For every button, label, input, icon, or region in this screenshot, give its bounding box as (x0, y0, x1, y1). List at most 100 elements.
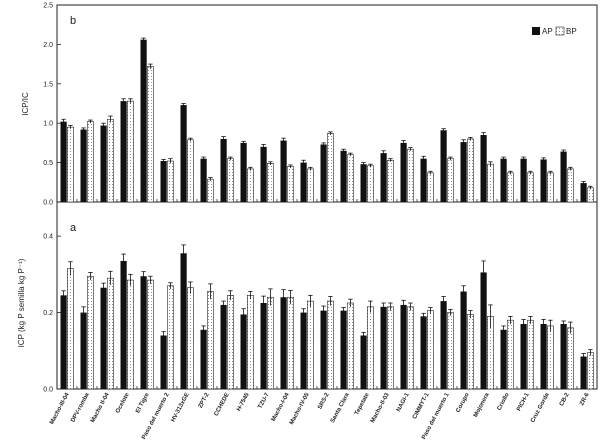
bar-a-bp (266, 296, 274, 390)
bar-a-ap (380, 306, 387, 389)
bar-a-ap (320, 310, 327, 389)
bar-a-ap (340, 310, 347, 389)
y-tick-label-b: 0.0 (43, 200, 53, 207)
x-tick-label: SRS-2 (317, 392, 331, 411)
bar-a-ap (100, 287, 107, 389)
bar-b-ap (500, 158, 507, 202)
bar-b-ap (80, 129, 87, 202)
bar-a-bp (127, 279, 134, 390)
bar-a-ap (560, 324, 567, 389)
y-tick-label-b: 1.0 (43, 121, 53, 128)
bar-b-ap (60, 121, 67, 202)
bar-b-bp (546, 172, 554, 203)
bar-b-ap (420, 158, 427, 202)
bar-a-bp (286, 296, 294, 390)
bar-b-ap (540, 159, 547, 202)
panel-label-b: b (70, 15, 76, 27)
bar-b-bp (207, 178, 214, 203)
x-tick-label: HV-313xGE (170, 392, 190, 423)
bar-a-bp (506, 319, 514, 390)
bar-b-bp (127, 100, 134, 203)
bar-a-bp (326, 300, 334, 390)
x-tick-label: Macho II-04 (90, 392, 111, 424)
bar-b-bp (506, 172, 514, 203)
bar-b-bp (326, 133, 334, 203)
bar-b-bp (167, 160, 174, 203)
bar-b-ap (380, 153, 387, 202)
legend-swatch-bp (555, 26, 565, 36)
y-axis-label-b: ICP/IC (21, 92, 30, 116)
bar-a-ap (180, 253, 187, 389)
bar-a-bp (107, 277, 114, 390)
x-tick-label: Tepetate (354, 392, 371, 417)
bar-a-ap (200, 329, 207, 389)
bar-b-ap (160, 161, 167, 202)
bar-a-bp (566, 327, 574, 390)
legend-label-ap: AP (542, 27, 553, 36)
bar-b-ap (320, 144, 327, 202)
y-tick-label-a: 0.0 (43, 387, 53, 394)
bar-a-ap (540, 324, 547, 389)
bar-a-bp (546, 325, 554, 390)
bar-a-ap (280, 297, 287, 389)
x-tick-label: PICH-1 (516, 392, 531, 413)
bar-b-bp (446, 158, 454, 203)
x-tick-label: Macho-II-03 (370, 392, 391, 425)
bar-a-ap (520, 324, 527, 389)
bars-a (56, 244, 598, 390)
bar-b-bp (406, 148, 414, 203)
y-ticks-a: 0.0 0.2 0.4 (43, 234, 61, 394)
y-tick-label-b: 1.5 (43, 81, 53, 88)
chart-panel-b: b ICP/IC 0.0 0.5 1.0 1.5 2.0 2.5 AP BP (21, 3, 598, 207)
bar-b-bp (266, 163, 274, 203)
bar-a-bp (586, 352, 594, 390)
bar-a-ap (580, 356, 587, 389)
x-tick-label: Cruz Gorda (530, 392, 551, 424)
bar-a-bp (306, 300, 314, 390)
x-tick-label: DPV-romba (70, 392, 91, 424)
bar-a-bp (406, 306, 414, 390)
x-tick-label: TZU-7 (257, 392, 271, 410)
bar-b-bp (466, 138, 474, 203)
bar-b-bp (346, 154, 354, 203)
x-tick-label: Criollo (497, 392, 511, 412)
legend-label-bp: BP (566, 27, 577, 36)
bar-b-bp (566, 168, 574, 203)
bar-b-bp (386, 159, 394, 203)
bar-a-ap (480, 272, 487, 389)
bar-a-ap (440, 301, 447, 389)
bar-a-ap (400, 304, 407, 389)
bar-b-bp (107, 118, 114, 203)
y-tick-label-b: 2.5 (43, 3, 53, 10)
bar-b-bp (67, 126, 74, 203)
bar-b-ap (400, 142, 407, 202)
y-tick-label-a: 0.2 (43, 310, 53, 317)
y-tick-label-b: 0.5 (43, 160, 53, 167)
bar-b-bp (586, 187, 594, 203)
x-tick-labels: Macho-III-04 DPV-romba Macho II-04 Ocelote E… (49, 392, 591, 441)
y-ticks-b: 0.0 0.5 1.0 1.5 2.0 2.5 (43, 3, 61, 207)
bar-a-ap (60, 295, 67, 389)
legend: AP BP (532, 26, 577, 36)
bar-a-ap (420, 316, 427, 389)
x-tick-label: Macho-IV-05 (289, 392, 311, 426)
bar-b-ap (560, 151, 567, 202)
x-tick-label: Macho-III-04 (49, 392, 71, 426)
bar-a-bp (366, 306, 374, 390)
bar-b-bp (87, 121, 94, 203)
bar-b-bp (306, 168, 314, 203)
x-tick-label: ZPT-2 (198, 392, 211, 410)
bar-b-ap (340, 150, 347, 202)
x-tick-label: NAGI-1 (396, 392, 411, 413)
bar-a-bp (207, 291, 214, 390)
x-tick-label: Mojonera (473, 392, 491, 419)
x-tick-label: Corupo (455, 392, 470, 414)
bar-a-bp (247, 295, 254, 390)
bar-a-bp (346, 302, 354, 390)
bar-b-ap (480, 135, 487, 202)
bar-b-bp (247, 168, 254, 203)
x-tick-label: Macho-I-04 (271, 392, 291, 423)
bar-b-ap (140, 39, 147, 202)
bar-b-ap (100, 125, 107, 202)
